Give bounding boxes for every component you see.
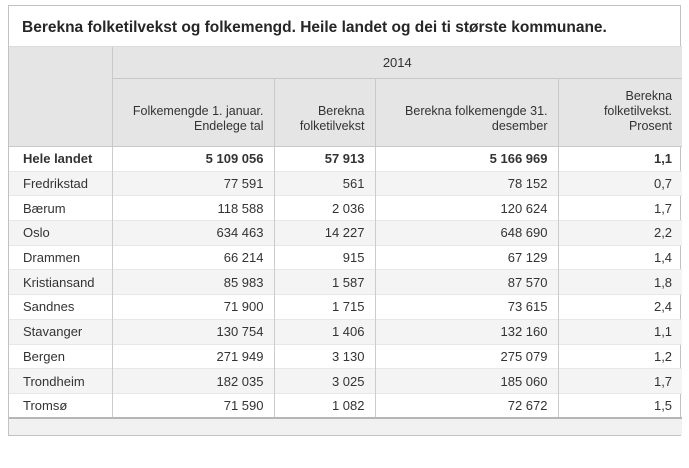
page-title: Berekna folketilvekst og folkemengd. Hei… [22, 19, 607, 36]
cell-value: 72 672 [374, 392, 558, 419]
table-row-stavanger: Stavanger 130 754 1 406 132 160 1,1 [9, 318, 683, 344]
cell-value: 73 615 [374, 294, 558, 320]
cell-value: 275 079 [374, 343, 558, 369]
column-header-folkemengde-januar: Folkemengde 1. januar. Endelege tal [111, 78, 274, 147]
table-row-oslo: Oslo 634 463 14 227 648 690 2,2 [9, 220, 683, 246]
table-row-drammen: Drammen 66 214 915 67 129 1,4 [9, 244, 683, 270]
cell-value: 185 060 [374, 368, 558, 394]
cell-value: 3 130 [273, 343, 375, 369]
cell-value: 14 227 [273, 220, 375, 246]
cell-value: 182 035 [111, 368, 274, 394]
table-panel: Berekna folketilvekst og folkemengd. Hei… [8, 5, 683, 437]
column-header-row: Folkemengde 1. januar. Endelege tal Bere… [9, 78, 683, 147]
cell-value: 915 [273, 244, 375, 270]
row-label: Oslo [9, 220, 112, 246]
table-row-kristiansand: Kristiansand 85 983 1 587 87 570 1,8 [9, 269, 683, 295]
cell-value: 1,8 [557, 269, 683, 295]
row-label: Trondheim [9, 368, 112, 394]
row-label: Bærum [9, 195, 112, 221]
table-row-sandnes: Sandnes 71 900 1 715 73 615 2,4 [9, 294, 683, 320]
cell-value: 2 036 [273, 195, 375, 221]
table-row-baerum: Bærum 118 588 2 036 120 624 1,7 [9, 195, 683, 221]
cell-value: 85 983 [111, 269, 274, 295]
cell-value: 1 587 [273, 269, 375, 295]
cell-value: 2,4 [557, 294, 683, 320]
row-label: Kristiansand [9, 269, 112, 295]
cell-value: 1,7 [557, 368, 683, 394]
cell-value: 120 624 [374, 195, 558, 221]
row-label: Stavanger [9, 318, 112, 344]
row-label: Sandnes [9, 294, 112, 320]
row-label: Hele landet [23, 151, 93, 167]
cell-value: 561 [273, 170, 375, 196]
table-row-tromso: Tromsø 71 590 1 082 72 672 1,5 [9, 392, 683, 419]
footer-band [9, 417, 683, 436]
cell-value: 78 152 [374, 170, 558, 196]
cell-value: 71 590 [111, 392, 274, 419]
cell-value: 1,4 [557, 244, 683, 270]
cell-value: 130 754 [111, 318, 274, 344]
table-footer [9, 417, 683, 436]
row-label: Fredrikstad [9, 170, 112, 196]
cell-value: 271 949 [111, 343, 274, 369]
cell-value: 66 214 [111, 244, 274, 270]
cell-value: 1 082 [273, 392, 375, 419]
footer-band-cell [9, 417, 683, 436]
table-row-trondheim: Trondheim 182 035 3 025 185 060 1,7 [9, 368, 683, 394]
cell-value: 1,1 [557, 146, 683, 172]
table-row-hele-landet: Hele landet 5 109 056 57 913 5 166 969 1… [9, 146, 683, 172]
cell-value: 1,1 [557, 318, 683, 344]
column-header-prosent: Berekna folketilvekst. Prosent [557, 78, 683, 147]
table-row-fredrikstad: Fredrikstad 77 591 561 78 152 0,7 [9, 170, 683, 196]
year-header-row: 2014 [9, 46, 683, 147]
cell-value: 67 129 [374, 244, 558, 270]
cell-value: 2,2 [557, 220, 683, 246]
row-label: Bergen [9, 343, 112, 369]
table-header: 2014 Folkemengde 1. januar. Endelege tal… [9, 46, 683, 147]
row-label: Drammen [9, 244, 112, 270]
stub-header-cell [9, 46, 112, 147]
statistics-table: 2014 Folkemengde 1. januar. Endelege tal… [9, 46, 683, 436]
table-body: Hele landet 5 109 056 57 913 5 166 969 1… [9, 146, 683, 419]
cell-value: 634 463 [111, 220, 274, 246]
cell-value: 1,7 [557, 195, 683, 221]
table-row-bergen: Bergen 271 949 3 130 275 079 1,2 [9, 343, 683, 369]
cell-value: 132 160 [374, 318, 558, 344]
cell-value: 5 166 969 [374, 146, 558, 172]
year-header-cell: 2014 [111, 46, 683, 79]
cell-value: 1,2 [557, 343, 683, 369]
cell-value: 1 406 [273, 318, 375, 344]
cell-value: 1,5 [557, 392, 683, 419]
cell-value: 57 913 [273, 146, 375, 172]
cell-value: 71 900 [111, 294, 274, 320]
cell-value: 3 025 [273, 368, 375, 394]
row-label: Tromsø [9, 392, 112, 419]
cell-value: 0,7 [557, 170, 683, 196]
cell-value: 87 570 [374, 269, 558, 295]
cell-value: 77 591 [111, 170, 274, 196]
cell-value: 118 588 [111, 195, 274, 221]
cell-value: 5 109 056 [111, 146, 274, 172]
column-header-folkemengde-desember: Berekna folkemengde 31. desember [374, 78, 558, 147]
column-header-folketilvekst: Berekna folketilvekst [273, 78, 375, 147]
cell-value: 648 690 [374, 220, 558, 246]
cell-value: 1 715 [273, 294, 375, 320]
